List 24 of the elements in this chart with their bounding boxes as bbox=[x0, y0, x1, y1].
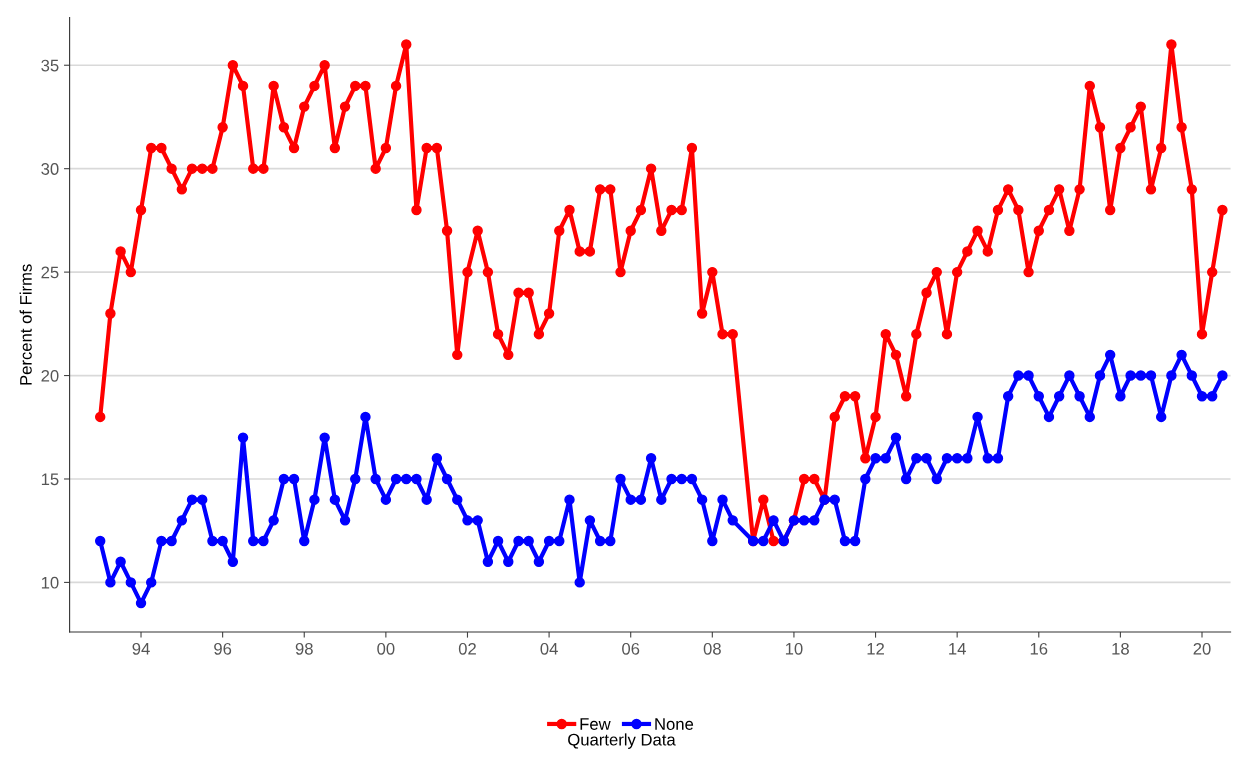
x-tick-label: 94 bbox=[132, 642, 150, 655]
x-tick-label: 04 bbox=[540, 642, 558, 655]
y-tick-label: 15 bbox=[41, 473, 59, 486]
x-tick-label: 98 bbox=[295, 642, 313, 655]
x-tick-label: 10 bbox=[785, 642, 803, 655]
x-tick-label: 12 bbox=[867, 642, 884, 655]
y-axis-title: Percent of Firms bbox=[19, 264, 32, 385]
y-tick-label: 30 bbox=[41, 163, 59, 175]
y-tick-label: 35 bbox=[41, 59, 59, 72]
y-tick-label: 20 bbox=[41, 369, 59, 382]
text: Quarterly Data bbox=[568, 733, 676, 749]
x-tick-label: 14 bbox=[949, 643, 966, 655]
x-tick-label: 96 bbox=[214, 642, 232, 655]
x-tick-label: 18 bbox=[1112, 642, 1129, 655]
legend-label: None bbox=[655, 718, 694, 730]
x-tick-label: 00 bbox=[377, 642, 395, 655]
y-tick-label: 25 bbox=[41, 266, 59, 279]
x-tick-label: 02 bbox=[458, 642, 476, 655]
x-tick-label: 08 bbox=[703, 642, 721, 655]
y-tick-label: 10 bbox=[41, 576, 59, 589]
x-tick-label: 20 bbox=[1193, 642, 1211, 655]
x-tick-label: 16 bbox=[1030, 642, 1048, 655]
legend-label: Few bbox=[580, 718, 611, 730]
x-tick-label: 06 bbox=[622, 642, 640, 655]
